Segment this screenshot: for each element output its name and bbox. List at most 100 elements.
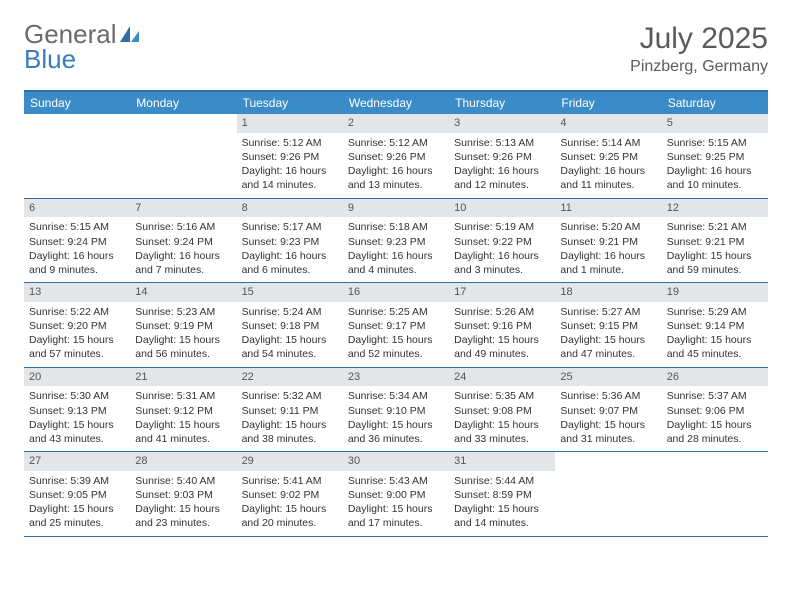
weekday-tuesday: Tuesday [237, 92, 343, 114]
sunset-line: Sunset: 9:26 PM [348, 150, 444, 164]
weekday-monday: Monday [130, 92, 236, 114]
day-number: 29 [237, 452, 343, 471]
day-details: Sunrise: 5:12 AMSunset: 9:26 PMDaylight:… [343, 133, 449, 198]
sunrise-line: Sunrise: 5:44 AM [454, 474, 550, 488]
month-title: July 2025 [630, 22, 768, 56]
sunset-line: Sunset: 9:23 PM [242, 235, 338, 249]
day-15: 15Sunrise: 5:24 AMSunset: 9:18 PMDayligh… [237, 283, 343, 367]
weekday-friday: Friday [555, 92, 661, 114]
day-22: 22Sunrise: 5:32 AMSunset: 9:11 PMDayligh… [237, 368, 343, 452]
day-number: 25 [555, 368, 661, 387]
calendar: SundayMondayTuesdayWednesdayThursdayFrid… [24, 90, 768, 537]
day-11: 11Sunrise: 5:20 AMSunset: 9:21 PMDayligh… [555, 199, 661, 283]
day-31: 31Sunrise: 5:44 AMSunset: 8:59 PMDayligh… [449, 452, 555, 536]
day-4: 4Sunrise: 5:14 AMSunset: 9:25 PMDaylight… [555, 114, 661, 198]
day-28: 28Sunrise: 5:40 AMSunset: 9:03 PMDayligh… [130, 452, 236, 536]
sunset-line: Sunset: 9:21 PM [667, 235, 763, 249]
day-number: 18 [555, 283, 661, 302]
daylight-line: Daylight: 15 hours and 45 minutes. [667, 333, 763, 361]
daylight-line: Daylight: 16 hours and 9 minutes. [29, 249, 125, 277]
sunset-line: Sunset: 9:06 PM [667, 404, 763, 418]
day-7: 7Sunrise: 5:16 AMSunset: 9:24 PMDaylight… [130, 199, 236, 283]
day-14: 14Sunrise: 5:23 AMSunset: 9:19 PMDayligh… [130, 283, 236, 367]
day-17: 17Sunrise: 5:26 AMSunset: 9:16 PMDayligh… [449, 283, 555, 367]
day-18: 18Sunrise: 5:27 AMSunset: 9:15 PMDayligh… [555, 283, 661, 367]
day-number: 24 [449, 368, 555, 387]
day-5: 5Sunrise: 5:15 AMSunset: 9:25 PMDaylight… [662, 114, 768, 198]
day-19: 19 Sunrise: 5:29 AMSunset: 9:14 PMDayligh… [662, 283, 768, 367]
sunrise-line: Sunrise: 5:25 AM [348, 305, 444, 319]
sunrise-line: Sunrise: 5:36 AM [560, 389, 656, 403]
day-number: 30 [343, 452, 449, 471]
day-details: Sunrise: 5:36 AMSunset: 9:07 PMDaylight:… [555, 386, 661, 451]
sunset-line: Sunset: 9:20 PM [29, 319, 125, 333]
sunrise-line: Sunrise: 5:30 AM [29, 389, 125, 403]
day-details: Sunrise: 5:17 AMSunset: 9:23 PMDaylight:… [237, 217, 343, 282]
sunset-line: Sunset: 9:12 PM [135, 404, 231, 418]
day-number: 11 [555, 199, 661, 218]
daylight-line: Daylight: 15 hours and 36 minutes. [348, 418, 444, 446]
day-number: 14 [130, 283, 236, 302]
day-number: 31 [449, 452, 555, 471]
day-details: Sunrise: 5:44 AMSunset: 8:59 PMDaylight:… [449, 471, 555, 536]
day-details: Sunrise: 5:24 AMSunset: 9:18 PMDaylight:… [237, 302, 343, 367]
sunrise-line: Sunrise: 5:31 AM [135, 389, 231, 403]
day-details: Sunrise: 5:21 AMSunset: 9:21 PMDaylight:… [662, 217, 768, 282]
sunset-line: Sunset: 9:14 PM [667, 319, 763, 333]
logo-sail-icon [119, 22, 141, 40]
sunset-line: Sunset: 9:17 PM [348, 319, 444, 333]
sunrise-line: Sunrise: 5:35 AM [454, 389, 550, 403]
sunset-line: Sunset: 9:23 PM [348, 235, 444, 249]
sunset-line: Sunset: 9:05 PM [29, 488, 125, 502]
day-details: Sunrise: 5:12 AMSunset: 9:26 PMDaylight:… [237, 133, 343, 198]
sunset-line: Sunset: 9:07 PM [560, 404, 656, 418]
sunset-line: Sunset: 9:26 PM [454, 150, 550, 164]
day-number: 16 [343, 283, 449, 302]
day-details: Sunrise: 5:15 AMSunset: 9:24 PMDaylight:… [24, 217, 130, 282]
sunset-line: Sunset: 9:00 PM [348, 488, 444, 502]
daylight-line: Daylight: 16 hours and 3 minutes. [454, 249, 550, 277]
day-details: Sunrise: 5:32 AMSunset: 9:11 PMDaylight:… [237, 386, 343, 451]
day-10: 10Sunrise: 5:19 AMSunset: 9:22 PMDayligh… [449, 199, 555, 283]
sunset-line: Sunset: 9:13 PM [29, 404, 125, 418]
day-16: 16Sunrise: 5:25 AMSunset: 9:17 PMDayligh… [343, 283, 449, 367]
day-details: Sunrise: 5:13 AMSunset: 9:26 PMDaylight:… [449, 133, 555, 198]
sunset-line: Sunset: 9:21 PM [560, 235, 656, 249]
sunset-line: Sunset: 8:59 PM [454, 488, 550, 502]
daylight-line: Daylight: 16 hours and 11 minutes. [560, 164, 656, 192]
day-number: 27 [24, 452, 130, 471]
day-details: Sunrise: 5:18 AMSunset: 9:23 PMDaylight:… [343, 217, 449, 282]
day-number: 7 [130, 199, 236, 218]
day-21: 21Sunrise: 5:31 AMSunset: 9:12 PMDayligh… [130, 368, 236, 452]
day-3: 3Sunrise: 5:13 AMSunset: 9:26 PMDaylight… [449, 114, 555, 198]
day-number: 19 [662, 283, 768, 302]
sunrise-line: Sunrise: 5:13 AM [454, 136, 550, 150]
sunrise-line: Sunrise: 5:43 AM [348, 474, 444, 488]
day-13: 13Sunrise: 5:22 AMSunset: 9:20 PMDayligh… [24, 283, 130, 367]
sunset-line: Sunset: 9:11 PM [242, 404, 338, 418]
day-details: Sunrise: 5:39 AMSunset: 9:05 PMDaylight:… [24, 471, 130, 536]
day-20: 20Sunrise: 5:30 AMSunset: 9:13 PMDayligh… [24, 368, 130, 452]
daylight-line: Daylight: 15 hours and 54 minutes. [242, 333, 338, 361]
day-number: 9 [343, 199, 449, 218]
day-details: Sunrise: 5:41 AMSunset: 9:02 PMDaylight:… [237, 471, 343, 536]
daylight-line: Daylight: 15 hours and 28 minutes. [667, 418, 763, 446]
daylight-line: Daylight: 15 hours and 49 minutes. [454, 333, 550, 361]
day-details: Sunrise: 5:19 AMSunset: 9:22 PMDaylight:… [449, 217, 555, 282]
daylight-line: Daylight: 15 hours and 25 minutes. [29, 502, 125, 530]
daylight-line: Daylight: 16 hours and 4 minutes. [348, 249, 444, 277]
day-details: Sunrise: 5:16 AMSunset: 9:24 PMDaylight:… [130, 217, 236, 282]
day-30: 30Sunrise: 5:43 AMSunset: 9:00 PMDayligh… [343, 452, 449, 536]
daylight-line: Daylight: 15 hours and 23 minutes. [135, 502, 231, 530]
sunrise-line: Sunrise: 5:39 AM [29, 474, 125, 488]
sunrise-line: Sunrise: 5:40 AM [135, 474, 231, 488]
day-number: 8 [237, 199, 343, 218]
daylight-line: Daylight: 16 hours and 14 minutes. [242, 164, 338, 192]
day-details: Sunrise: 5:40 AMSunset: 9:03 PMDaylight:… [130, 471, 236, 536]
day-29: 29Sunrise: 5:41 AMSunset: 9:02 PMDayligh… [237, 452, 343, 536]
day-details: Sunrise: 5:23 AMSunset: 9:19 PMDaylight:… [130, 302, 236, 367]
day-number: 4 [555, 114, 661, 133]
sunrise-line: Sunrise: 5:29 AM [667, 305, 763, 319]
day-1: 1Sunrise: 5:12 AMSunset: 9:26 PMDaylight… [237, 114, 343, 198]
weekday-thursday: Thursday [449, 92, 555, 114]
